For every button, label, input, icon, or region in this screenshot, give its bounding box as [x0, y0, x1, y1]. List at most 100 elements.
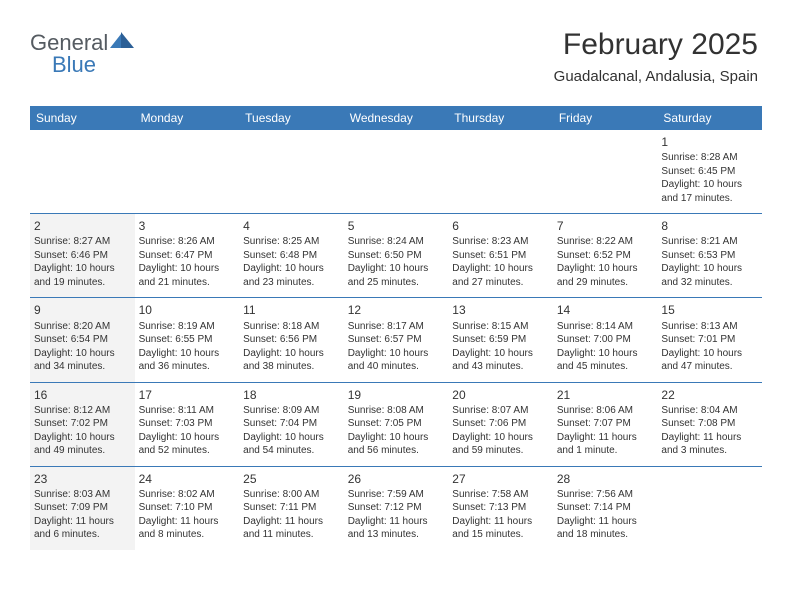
daylight-text: Daylight: 10 hours and 38 minutes. [243, 347, 339, 374]
daylight-text: Daylight: 11 hours and 18 minutes. [557, 515, 653, 542]
sunrise-text: Sunrise: 8:00 AM [243, 488, 339, 502]
sunrise-text: Sunrise: 7:59 AM [348, 488, 444, 502]
calendar-cell-empty [239, 130, 344, 213]
logo-sail-icon [110, 30, 134, 48]
day-number: 18 [243, 387, 339, 403]
daylight-text: Daylight: 10 hours and 23 minutes. [243, 262, 339, 289]
daylight-text: Daylight: 10 hours and 52 minutes. [139, 431, 235, 458]
day-number: 26 [348, 471, 444, 487]
sunrise-text: Sunrise: 8:14 AM [557, 320, 653, 334]
sunset-text: Sunset: 7:01 PM [661, 333, 757, 347]
sunrise-text: Sunrise: 8:20 AM [34, 320, 130, 334]
day-header: Wednesday [344, 106, 449, 130]
calendar: SundayMondayTuesdayWednesdayThursdayFrid… [30, 106, 762, 550]
sunrise-text: Sunrise: 7:56 AM [557, 488, 653, 502]
calendar-cell: 27Sunrise: 7:58 AMSunset: 7:13 PMDayligh… [448, 467, 553, 550]
sunrise-text: Sunrise: 8:02 AM [139, 488, 235, 502]
daylight-text: Daylight: 10 hours and 43 minutes. [452, 347, 548, 374]
calendar-cell: 1Sunrise: 8:28 AMSunset: 6:45 PMDaylight… [657, 130, 762, 213]
daylight-text: Daylight: 10 hours and 54 minutes. [243, 431, 339, 458]
day-number: 12 [348, 302, 444, 318]
calendar-week: 16Sunrise: 8:12 AMSunset: 7:02 PMDayligh… [30, 382, 762, 466]
sunrise-text: Sunrise: 8:09 AM [243, 404, 339, 418]
day-number: 14 [557, 302, 653, 318]
sunset-text: Sunset: 6:47 PM [139, 249, 235, 263]
calendar-cell: 4Sunrise: 8:25 AMSunset: 6:48 PMDaylight… [239, 214, 344, 297]
calendar-cell: 20Sunrise: 8:07 AMSunset: 7:06 PMDayligh… [448, 383, 553, 466]
sunrise-text: Sunrise: 8:11 AM [139, 404, 235, 418]
calendar-cell: 25Sunrise: 8:00 AMSunset: 7:11 PMDayligh… [239, 467, 344, 550]
calendar-cell: 17Sunrise: 8:11 AMSunset: 7:03 PMDayligh… [135, 383, 240, 466]
sunset-text: Sunset: 6:51 PM [452, 249, 548, 263]
sunset-text: Sunset: 7:14 PM [557, 501, 653, 515]
calendar-cell: 12Sunrise: 8:17 AMSunset: 6:57 PMDayligh… [344, 298, 449, 381]
daylight-text: Daylight: 10 hours and 21 minutes. [139, 262, 235, 289]
day-number: 17 [139, 387, 235, 403]
day-number: 23 [34, 471, 130, 487]
day-number: 11 [243, 302, 339, 318]
sunset-text: Sunset: 6:55 PM [139, 333, 235, 347]
calendar-cell: 22Sunrise: 8:04 AMSunset: 7:08 PMDayligh… [657, 383, 762, 466]
calendar-cell: 18Sunrise: 8:09 AMSunset: 7:04 PMDayligh… [239, 383, 344, 466]
calendar-cell-empty [448, 130, 553, 213]
day-number: 21 [557, 387, 653, 403]
calendar-cell: 23Sunrise: 8:03 AMSunset: 7:09 PMDayligh… [30, 467, 135, 550]
calendar-cell: 5Sunrise: 8:24 AMSunset: 6:50 PMDaylight… [344, 214, 449, 297]
day-header-row: SundayMondayTuesdayWednesdayThursdayFrid… [30, 106, 762, 130]
day-number: 25 [243, 471, 339, 487]
day-number: 28 [557, 471, 653, 487]
sunset-text: Sunset: 6:59 PM [452, 333, 548, 347]
sunrise-text: Sunrise: 7:58 AM [452, 488, 548, 502]
daylight-text: Daylight: 10 hours and 25 minutes. [348, 262, 444, 289]
header: February 2025 Guadalcanal, Andalusia, Sp… [554, 28, 758, 85]
calendar-cell: 13Sunrise: 8:15 AMSunset: 6:59 PMDayligh… [448, 298, 553, 381]
sunset-text: Sunset: 7:09 PM [34, 501, 130, 515]
calendar-cell: 2Sunrise: 8:27 AMSunset: 6:46 PMDaylight… [30, 214, 135, 297]
calendar-cell: 7Sunrise: 8:22 AMSunset: 6:52 PMDaylight… [553, 214, 658, 297]
day-number: 5 [348, 218, 444, 234]
calendar-week: 9Sunrise: 8:20 AMSunset: 6:54 PMDaylight… [30, 297, 762, 381]
day-header: Sunday [30, 106, 135, 130]
sunset-text: Sunset: 6:54 PM [34, 333, 130, 347]
calendar-cell: 19Sunrise: 8:08 AMSunset: 7:05 PMDayligh… [344, 383, 449, 466]
day-header: Monday [135, 106, 240, 130]
daylight-text: Daylight: 11 hours and 3 minutes. [661, 431, 757, 458]
sunset-text: Sunset: 6:57 PM [348, 333, 444, 347]
sunset-text: Sunset: 6:46 PM [34, 249, 130, 263]
sunset-text: Sunset: 7:08 PM [661, 417, 757, 431]
day-number: 3 [139, 218, 235, 234]
daylight-text: Daylight: 10 hours and 40 minutes. [348, 347, 444, 374]
sunset-text: Sunset: 7:13 PM [452, 501, 548, 515]
calendar-week: 2Sunrise: 8:27 AMSunset: 6:46 PMDaylight… [30, 213, 762, 297]
daylight-text: Daylight: 11 hours and 6 minutes. [34, 515, 130, 542]
sunrise-text: Sunrise: 8:25 AM [243, 235, 339, 249]
sunset-text: Sunset: 7:11 PM [243, 501, 339, 515]
day-number: 19 [348, 387, 444, 403]
calendar-week: 1Sunrise: 8:28 AMSunset: 6:45 PMDaylight… [30, 130, 762, 213]
daylight-text: Daylight: 10 hours and 36 minutes. [139, 347, 235, 374]
sunset-text: Sunset: 6:56 PM [243, 333, 339, 347]
sunset-text: Sunset: 7:07 PM [557, 417, 653, 431]
day-number: 13 [452, 302, 548, 318]
day-header: Saturday [657, 106, 762, 130]
day-header: Tuesday [239, 106, 344, 130]
daylight-text: Daylight: 11 hours and 13 minutes. [348, 515, 444, 542]
day-number: 7 [557, 218, 653, 234]
daylight-text: Daylight: 10 hours and 34 minutes. [34, 347, 130, 374]
sunrise-text: Sunrise: 8:27 AM [34, 235, 130, 249]
daylight-text: Daylight: 10 hours and 59 minutes. [452, 431, 548, 458]
sunset-text: Sunset: 6:53 PM [661, 249, 757, 263]
daylight-text: Daylight: 10 hours and 27 minutes. [452, 262, 548, 289]
location: Guadalcanal, Andalusia, Spain [554, 68, 758, 85]
sunset-text: Sunset: 6:48 PM [243, 249, 339, 263]
calendar-week: 23Sunrise: 8:03 AMSunset: 7:09 PMDayligh… [30, 466, 762, 550]
sunset-text: Sunset: 7:10 PM [139, 501, 235, 515]
sunset-text: Sunset: 6:50 PM [348, 249, 444, 263]
calendar-cell-empty [30, 130, 135, 213]
sunrise-text: Sunrise: 8:03 AM [34, 488, 130, 502]
calendar-cell: 9Sunrise: 8:20 AMSunset: 6:54 PMDaylight… [30, 298, 135, 381]
sunset-text: Sunset: 6:45 PM [661, 165, 757, 179]
sunrise-text: Sunrise: 8:12 AM [34, 404, 130, 418]
daylight-text: Daylight: 10 hours and 19 minutes. [34, 262, 130, 289]
calendar-cell: 28Sunrise: 7:56 AMSunset: 7:14 PMDayligh… [553, 467, 658, 550]
